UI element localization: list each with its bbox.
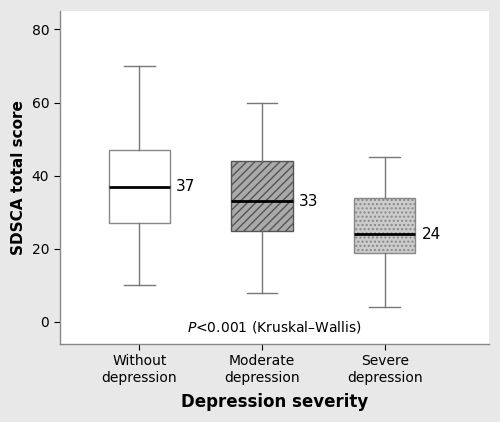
Text: 33: 33 <box>299 194 318 209</box>
X-axis label: Depression severity: Depression severity <box>180 393 368 411</box>
PathPatch shape <box>354 197 416 252</box>
Y-axis label: SDSCA total score: SDSCA total score <box>11 100 26 255</box>
PathPatch shape <box>232 161 292 230</box>
PathPatch shape <box>109 150 170 223</box>
Text: $\it{P}$<0.001 (Kruskal–Wallis): $\it{P}$<0.001 (Kruskal–Wallis) <box>187 319 362 335</box>
Text: 37: 37 <box>176 179 196 194</box>
Text: 24: 24 <box>422 227 440 242</box>
